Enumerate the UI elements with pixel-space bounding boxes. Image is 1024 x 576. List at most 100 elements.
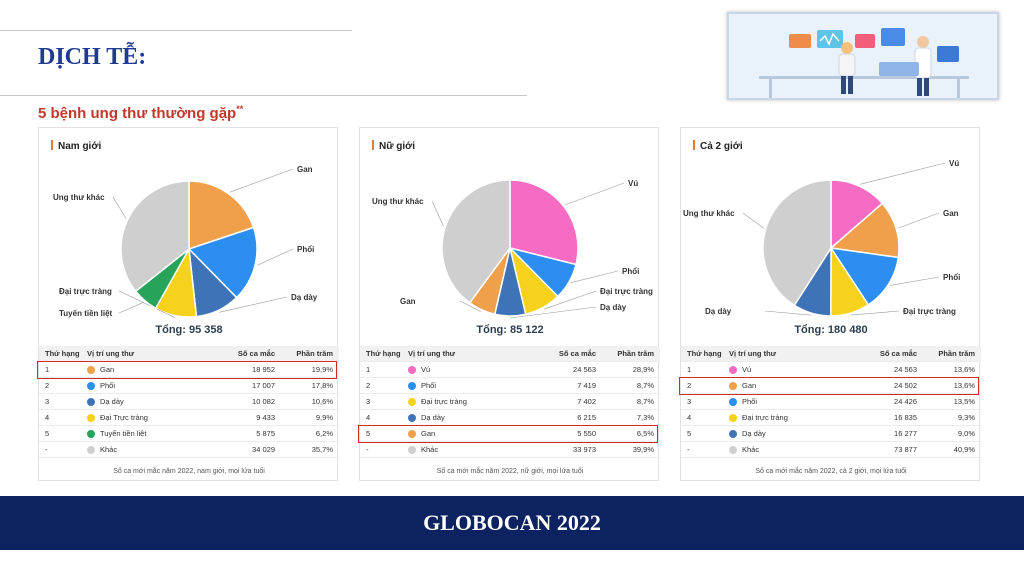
table-row: 4 Dạ dày 6 215 7,3% (360, 410, 660, 426)
chart-panel-nam-gioi: Nam giới Gan Phổi Dạ dày Đại trực tràng Tuyế… (37, 127, 339, 481)
leader-line-da-day (764, 310, 812, 316)
color-dot (729, 397, 737, 406)
cell-cases: 5 550 (577, 429, 596, 438)
chart-panel-nu-gioi: Nữ giới Vú Phổi Đại trực tràng Dạ dày Gan Ung… (358, 127, 660, 481)
color-dot (408, 397, 416, 406)
table-header-row: Thứ hạng Vị trí ung thư Số ca mắc Phần t… (681, 346, 981, 362)
cell-site-text: Dạ dày (742, 429, 766, 438)
cell-site-text: Vú (742, 365, 752, 374)
cell-cases: 5 875 (256, 429, 275, 438)
cell-site: Đại trực tràng (408, 397, 544, 406)
col-header-rank: Thứ hạng (45, 349, 80, 358)
cell-pct: 10,6% (311, 397, 333, 406)
cell-pct: 40,9% (953, 445, 975, 454)
pie-label-vu: Vú (628, 179, 638, 188)
leader-line-vu (859, 162, 946, 185)
cell-cases: 24 563 (573, 365, 596, 374)
leader-line-ung-thu-khac (431, 200, 444, 227)
pie-label-da-day: Dạ dày (600, 303, 627, 312)
cell-pct: 13,6% (953, 365, 975, 374)
cancer-table: Thứ hạng Vị trí ung thư Số ca mắc Phần t… (679, 346, 981, 475)
color-dot (729, 429, 737, 438)
color-dot (729, 413, 737, 422)
leader-line-tuyen-tien-liet (118, 302, 144, 314)
cell-site: Đại Trực tràng (87, 413, 223, 422)
cell-site-text: Khác (421, 445, 439, 454)
pie-label-phoi: Phổi (943, 273, 960, 282)
title-accent-bar (693, 140, 695, 150)
cell-rank: 2 (687, 381, 692, 390)
leader-line-gan (229, 168, 294, 193)
title-accent-bar (372, 140, 374, 150)
cell-rank: 2 (366, 381, 371, 390)
cell-rank: 4 (366, 413, 371, 422)
table-row: 1 Vú 24 563 13,6% (681, 362, 981, 378)
pie-slice-vu (830, 179, 884, 250)
cell-site: Gan (408, 429, 544, 438)
cell-rank: 5 (45, 429, 50, 438)
cell-site-text: Dạ dày (100, 397, 124, 406)
cell-site: Đại trực tràng (729, 413, 865, 422)
panel-title: Cả 2 giới (693, 140, 743, 152)
cell-pct: 6,2% (315, 429, 333, 438)
cell-rank: 4 (45, 413, 50, 422)
cell-site: Phổi (408, 381, 544, 390)
leader-line-gan (897, 212, 940, 229)
col-header-pct: Phần trăm (296, 349, 333, 358)
cell-site-text: Phổi (100, 381, 116, 390)
table-row: - Khác 34 029 35,7% (39, 442, 339, 458)
cell-cases: 34 029 (252, 445, 275, 454)
col-header-pct: Phần trăm (617, 349, 654, 358)
cell-rank: 3 (687, 397, 692, 406)
table-row: - Khác 33 973 39,9% (360, 442, 660, 458)
cancer-table: Thứ hạng Vị trí ung thư Số ca mắc Phần t… (37, 346, 339, 475)
cell-site: Vú (729, 365, 865, 374)
table-note: Số ca mới mắc năm 2022, nữ giới, mọi lứa… (436, 468, 584, 475)
color-dot (87, 445, 95, 454)
cell-pct: 7,3% (636, 413, 654, 422)
col-header-cases: Số ca mắc (558, 349, 596, 358)
table-row: 3 Đại trực tràng 7 402 8,7% (360, 394, 660, 410)
cell-site: Khác (729, 445, 865, 454)
color-dot (729, 365, 737, 374)
chart-total: Tổng: 95 358 (155, 324, 223, 336)
cell-site-text: Phổi (742, 397, 758, 406)
pie-label-ung-thu-khac: Ung thư khác (53, 193, 105, 202)
pie-label-da-day: Dạ dày (291, 293, 318, 302)
color-dot (408, 413, 416, 422)
cell-site: Vú (408, 365, 544, 374)
pie-label-phoi: Phổi (622, 267, 639, 276)
doctors-illustration (727, 12, 999, 100)
col-header-pct: Phần trăm (938, 349, 975, 358)
pie-slice-ung-thu-khac (441, 179, 511, 304)
table-row: 2 Phổi 17 007 17,8% (39, 378, 339, 394)
cell-pct: 8,7% (636, 381, 654, 390)
table-row: 5 Gan 5 550 6,5% (360, 426, 660, 442)
top-divider (0, 30, 352, 31)
cell-cases: 9 433 (256, 413, 275, 422)
table-header-row: Thứ hạng Vị trí ung thư Số ca mắc Phần t… (39, 346, 339, 362)
pie-slice-ung-thu-khac (120, 180, 190, 293)
chart-panel-ca-2-gioi: Cả 2 giới Vú Gan Phổi Đại trực tràng Dạ dày U… (679, 127, 981, 481)
pie-label-da-day: Dạ dày (705, 307, 732, 316)
color-dot (87, 413, 95, 422)
table-note: Số ca mới mắc năm 2022, cả 2 giới, mọi l… (755, 468, 907, 475)
color-dot (729, 381, 737, 390)
cell-pct: 13,6% (953, 381, 975, 390)
cell-site: Dạ dày (729, 429, 865, 438)
col-header-cases: Số ca mắc (237, 349, 275, 358)
cell-site-text: Khác (742, 445, 760, 454)
chart-total: Tổng: 85 122 (476, 324, 544, 336)
cell-pct: 35,7% (311, 445, 333, 454)
pie-chart: Gan Phổi Dạ dày Đại trực tràng Tuyến tiền li… (53, 165, 318, 318)
cell-cases: 24 426 (894, 397, 917, 406)
table-row: 3 Phổi 24 426 13,5% (681, 394, 981, 410)
col-header-rank: Thứ hạng (366, 349, 401, 358)
table-row: - Khác 73 877 40,9% (681, 442, 981, 458)
cell-site-text: Đại trực tràng (742, 413, 788, 422)
cell-site-text: Đại trực tràng (421, 397, 467, 406)
cell-rank: 2 (45, 381, 50, 390)
table-body: 1 Gan 18 952 19,9% 2 Phổi 17 007 17,8% 3 Dạ dày 10… (39, 362, 339, 458)
footer-banner: GLOBOCAN 2022 (0, 496, 1024, 550)
pie-chart: Vú Gan Phổi Đại trực tràng Dạ dày Ung thư khá… (683, 159, 960, 317)
